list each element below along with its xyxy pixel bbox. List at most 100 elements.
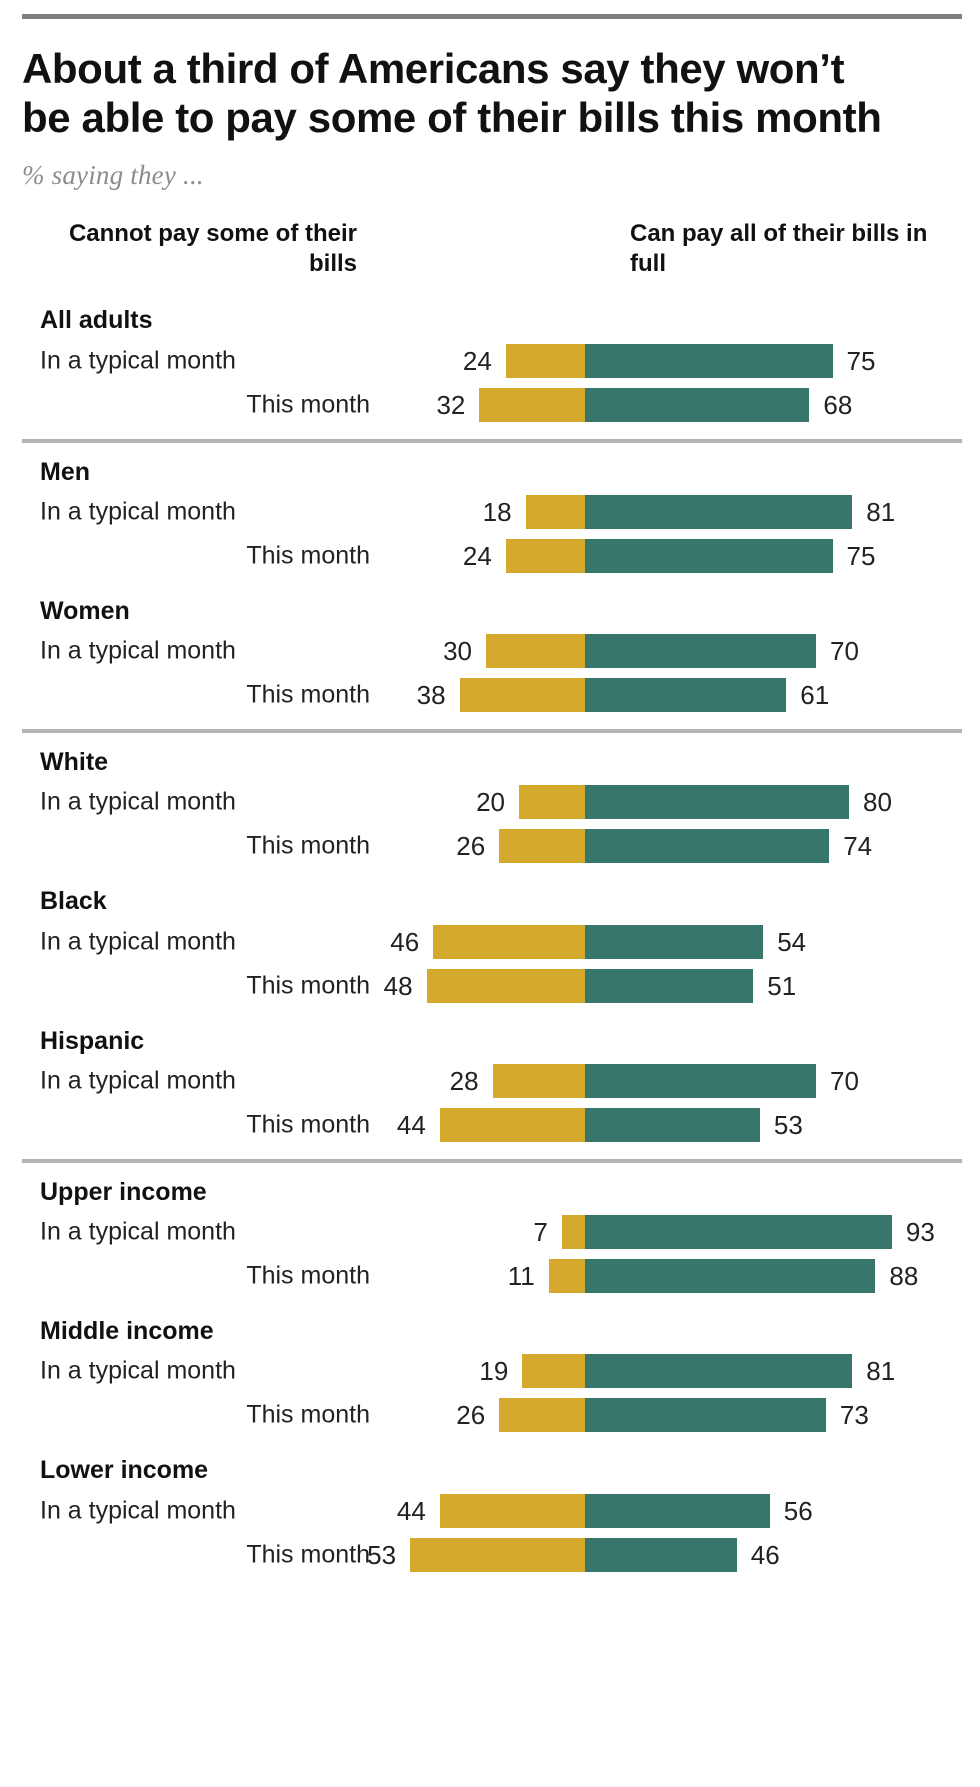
chart-page: About a third of Americans say they won’…	[0, 14, 980, 1787]
bar-cannot-pay	[439, 1107, 585, 1142]
row-label-typical-month: In a typical month	[40, 1496, 236, 1525]
bar-can-pay	[585, 1493, 770, 1528]
group-label: Men	[40, 457, 90, 486]
bar-can-pay	[585, 968, 754, 1003]
chart-group: Men In a typical month 18 81 This month 24 75	[22, 457, 962, 578]
chart-row: This month 24 75	[22, 534, 962, 578]
row-label-typical-month: In a typical month	[40, 636, 236, 665]
bar-can-pay	[585, 494, 853, 529]
top-rule	[22, 14, 962, 19]
bar-can-pay	[585, 678, 787, 713]
chart-row: This month 26 74	[22, 824, 962, 868]
chart-group: Black In a typical month 46 54 This month 48 5…	[22, 886, 962, 1007]
value-can-pay: 68	[823, 389, 853, 420]
value-can-pay: 53	[773, 1109, 803, 1140]
group-label: Middle income	[40, 1317, 214, 1346]
chart-row: In a typical month 44 56	[22, 1489, 962, 1533]
chart-row: In a typical month 18 81	[22, 490, 962, 534]
chart-row: In a typical month 7 93	[22, 1210, 962, 1254]
bar-can-pay	[585, 924, 764, 959]
chart-row: This month 11 88	[22, 1254, 962, 1298]
value-cannot-pay: 38	[416, 680, 446, 711]
chart-row: This month 48 51	[22, 964, 962, 1008]
value-can-pay: 54	[777, 926, 807, 957]
row-label-typical-month: In a typical month	[40, 346, 236, 375]
bar-can-pay	[585, 387, 810, 422]
row-label-this-month: This month	[246, 831, 370, 860]
chart-row: This month 32 68	[22, 383, 962, 427]
bar-can-pay	[585, 538, 833, 573]
bar-cannot-pay	[525, 494, 585, 529]
value-cannot-pay: 28	[449, 1065, 479, 1096]
bar-cannot-pay	[505, 538, 585, 573]
value-can-pay: 93	[905, 1217, 935, 1248]
chart-row: This month 38 61	[22, 673, 962, 717]
bar-can-pay	[585, 785, 849, 820]
chart-row: In a typical month 46 54	[22, 920, 962, 964]
chart-body: All adults In a typical month 24 75 This mon…	[22, 305, 962, 1576]
column-headers: Cannot pay some of their bills Can pay a…	[22, 219, 962, 305]
value-can-pay: 75	[846, 345, 876, 376]
row-label-typical-month: In a typical month	[40, 1066, 236, 1095]
column-header-cannot-pay: Cannot pay some of their bills	[68, 220, 357, 277]
row-label-typical-month: In a typical month	[40, 787, 236, 816]
bar-cannot-pay	[522, 1354, 585, 1389]
bar-cannot-pay	[561, 1215, 585, 1250]
row-label-this-month: This month	[246, 1400, 370, 1429]
value-can-pay: 51	[767, 970, 797, 1001]
bar-can-pay	[585, 1398, 826, 1433]
group-gap	[22, 1437, 962, 1455]
value-can-pay: 88	[889, 1261, 919, 1292]
value-cannot-pay: 24	[462, 540, 492, 571]
group-label: Women	[40, 596, 130, 625]
bar-cannot-pay	[548, 1259, 585, 1294]
chart-row: In a typical month 28 70	[22, 1059, 962, 1103]
value-cannot-pay: 26	[456, 831, 486, 862]
page-title: About a third of Americans say they won’…	[22, 45, 882, 141]
row-label-typical-month: In a typical month	[40, 497, 236, 526]
chart-row: In a typical month 30 70	[22, 629, 962, 673]
bar-can-pay	[585, 1063, 816, 1098]
chart-group: Hispanic In a typical month 28 70 This month…	[22, 1026, 962, 1147]
chart-group: All adults In a typical month 24 75 This mon…	[22, 305, 962, 426]
row-label-typical-month: In a typical month	[40, 1356, 236, 1385]
group-gap	[22, 1298, 962, 1316]
value-cannot-pay: 18	[482, 496, 512, 527]
bar-cannot-pay	[439, 1493, 585, 1528]
bar-cannot-pay	[486, 634, 585, 669]
row-label-this-month: This month	[246, 1110, 370, 1139]
section-separator	[22, 438, 962, 443]
group-label: All adults	[40, 306, 153, 335]
group-label: Upper income	[40, 1177, 207, 1206]
value-cannot-pay: 32	[436, 389, 466, 420]
group-label: Black	[40, 887, 107, 916]
bar-cannot-pay	[459, 678, 585, 713]
chart-group: Middle income In a typical month 19 81 This …	[22, 1316, 962, 1437]
chart-row: In a typical month 24 75	[22, 339, 962, 383]
bar-cannot-pay	[519, 785, 585, 820]
value-cannot-pay: 30	[443, 636, 472, 667]
group-gap	[22, 868, 962, 886]
bar-cannot-pay	[426, 968, 585, 1003]
group-label: White	[40, 748, 109, 777]
value-can-pay: 70	[830, 1065, 859, 1096]
value-cannot-pay: 11	[507, 1261, 535, 1292]
bar-can-pay	[585, 1259, 876, 1294]
bar-cannot-pay	[505, 343, 585, 378]
value-cannot-pay: 26	[456, 1400, 486, 1431]
bar-can-pay	[585, 1354, 853, 1389]
chart-group: Lower income In a typical month 44 56 This m…	[22, 1455, 962, 1576]
chart-row: In a typical month 19 81	[22, 1349, 962, 1393]
chart-row: In a typical month 20 80	[22, 780, 962, 824]
group-label: Hispanic	[40, 1026, 145, 1055]
value-cannot-pay: 48	[383, 970, 413, 1001]
bar-cannot-pay	[479, 387, 585, 422]
value-cannot-pay: 53	[367, 1539, 397, 1570]
section-separator	[22, 729, 962, 734]
chart-group: Upper income In a typical month 7 93 This mo…	[22, 1177, 962, 1298]
row-label-this-month: This month	[246, 541, 370, 570]
bar-can-pay	[585, 1107, 760, 1142]
row-label-typical-month: In a typical month	[40, 927, 236, 956]
bar-cannot-pay	[499, 1398, 585, 1433]
group-label: Lower income	[40, 1456, 209, 1485]
